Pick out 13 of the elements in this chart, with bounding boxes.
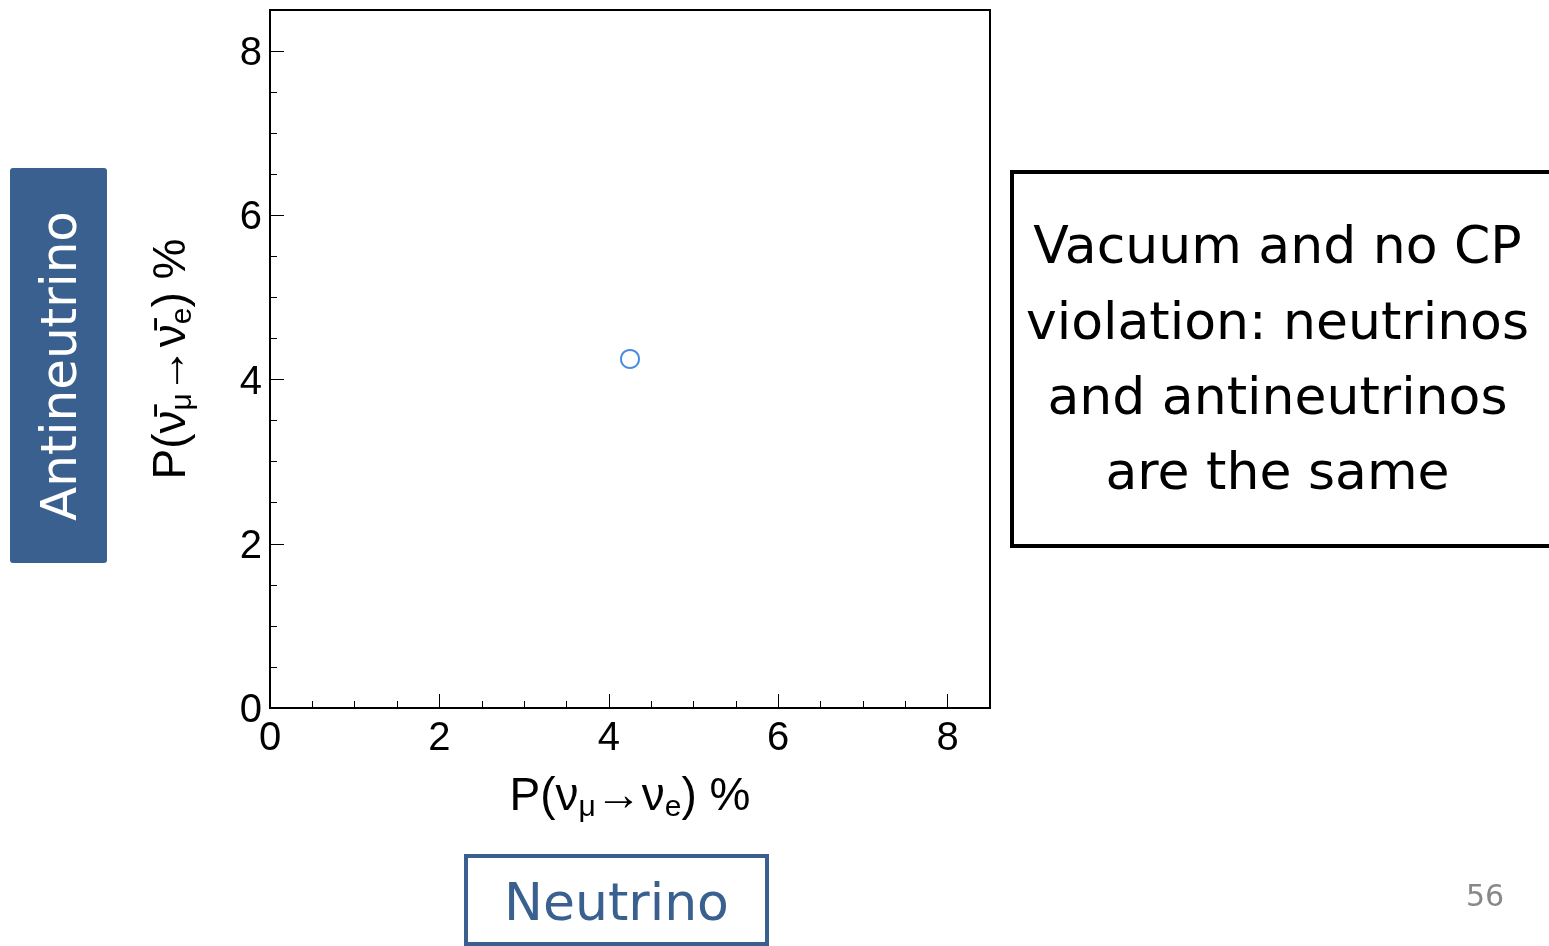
text: Vacuum and no CP violation: neutrinos and antineutrinos are the same <box>1010 170 1549 548</box>
y-tick-label: 0 <box>239 686 262 730</box>
y-tick-label: 8 <box>239 29 262 74</box>
x-tick-label: 4 <box>597 714 620 758</box>
x-tick-label: 2 <box>428 714 451 758</box>
x-tick-label: 8 <box>936 714 959 758</box>
text: Antineutrino <box>29 210 88 521</box>
text: 56 <box>1466 878 1506 913</box>
y-tick-label: 6 <box>239 193 262 238</box>
y-tick-label: 4 <box>239 357 262 402</box>
x-tick-label: 6 <box>767 714 790 758</box>
y-tick-label: 2 <box>239 521 262 566</box>
text: Neutrino <box>464 854 769 946</box>
